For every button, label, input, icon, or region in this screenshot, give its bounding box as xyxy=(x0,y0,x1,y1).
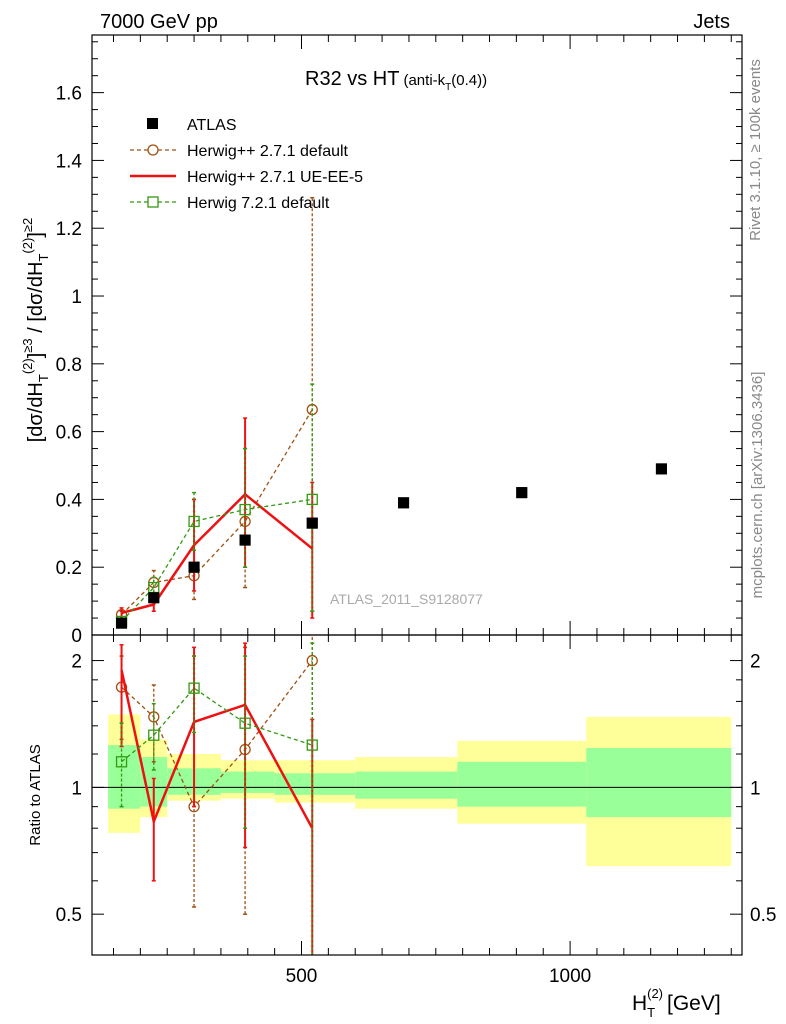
ratio-band-green-7 xyxy=(586,748,732,818)
data-point xyxy=(188,515,200,528)
atlas-data-point xyxy=(655,463,667,475)
main-ytick-label: 1.6 xyxy=(56,84,82,105)
ratio-point xyxy=(239,717,251,729)
ratio-band-green-4 xyxy=(274,773,356,795)
ratio-point xyxy=(148,711,160,723)
data-point xyxy=(306,493,318,506)
atlas-data-point xyxy=(188,561,200,573)
header-jets-label: Jets xyxy=(693,11,730,33)
plot-title: R32 vs HT (anti-kT(0.4)) xyxy=(305,68,487,93)
analysis-watermark: ATLAS_2011_S9128077 xyxy=(330,591,483,607)
ratio-point xyxy=(306,739,318,751)
main-ytick-label: 0.8 xyxy=(56,355,82,376)
ratio-series-line xyxy=(121,687,313,763)
ratio-band-green-3 xyxy=(220,771,275,793)
ratio-ytick-label: 0.5 xyxy=(56,905,82,926)
legend-label: ATLAS xyxy=(187,117,237,134)
legend-marker xyxy=(147,196,159,208)
ratio-series-dashed-open-square xyxy=(115,642,318,955)
legend-entry: Herwig++ 2.7.1 UE-EE-5 xyxy=(130,169,363,186)
ratio-band-green-0 xyxy=(108,745,141,809)
ratio-ytick-label: 2 xyxy=(71,652,82,673)
main-ytick-label: 0.6 xyxy=(56,423,82,444)
svg-text:R32 vs HT(anti-kT(0.4)): R32 vs HT (anti-kT(0.4)) xyxy=(305,68,487,93)
x-axis-label: HT(2) [GeV] xyxy=(632,986,721,1020)
legend-entry: Herwig 7.2.1 default xyxy=(130,195,330,212)
main-ytick-label: 1.2 xyxy=(56,219,82,240)
ratio-ytick-label-right: 1 xyxy=(750,778,761,799)
series-line xyxy=(121,498,313,622)
legend-entry: Herwig++ 2.7.1 default xyxy=(130,143,349,160)
ratio-point xyxy=(188,682,200,694)
legend-marker xyxy=(147,118,158,129)
main-ytick-label: 1.4 xyxy=(56,151,83,172)
data-point xyxy=(239,503,251,516)
atlas-data-point xyxy=(398,497,410,509)
series-line xyxy=(121,409,313,616)
ratio-ylabel: Ratio to ATLAS xyxy=(27,744,44,845)
series-dashed-circle xyxy=(115,196,318,621)
ratio-band-green-6 xyxy=(457,761,587,807)
atlas-data-point xyxy=(116,617,128,629)
ratio-ytick-label-right: 2 xyxy=(750,652,761,673)
atlas-data-point xyxy=(516,487,528,499)
atlas-data-point xyxy=(148,592,160,604)
main-ylabel: [dσ/dHT(2)]≥3 / [dσ/dHT(2)]≥2 xyxy=(20,218,51,443)
xtick-label: 1000 xyxy=(549,966,591,987)
main-ytick-label: 0 xyxy=(71,626,82,647)
svg-text:[dσ/dHT(2)]≥3 / [dσ/dHT(2)]≥2: [dσ/dHT(2)]≥3 / [dσ/dHT(2)]≥2 xyxy=(20,218,51,443)
legend-label: Herwig 7.2.1 default xyxy=(187,195,330,212)
ratio-ytick-label-right: 0.5 xyxy=(750,905,776,926)
xtick-label: 500 xyxy=(286,966,318,987)
atlas-data-point xyxy=(306,517,318,529)
ratio-frame xyxy=(91,634,743,956)
main-ytick-label: 1 xyxy=(71,287,82,308)
ratio-point xyxy=(148,729,160,741)
rivet-version-label: Rivet 3.1.10, ≥ 100k events xyxy=(747,59,764,241)
ratio-point xyxy=(115,756,128,768)
legend-label: Herwig++ 2.7.1 UE-EE-5 xyxy=(187,169,363,186)
ratio-band-green-5 xyxy=(355,771,458,799)
main-ytick-label: 0.4 xyxy=(56,490,83,511)
legend-marker xyxy=(147,144,159,156)
legend-label: Herwig++ 2.7.1 default xyxy=(187,143,349,160)
mcplots-label: mcplots.cern.ch [arXiv:1306.3436] xyxy=(749,372,766,599)
svg-text:HT(2)[GeV]: HT(2) [GeV] xyxy=(632,986,721,1020)
ratio-point xyxy=(306,654,318,667)
main-ytick-label: 0.2 xyxy=(56,558,82,579)
legend-entry: ATLAS xyxy=(147,117,237,134)
atlas-data-point xyxy=(239,534,251,546)
ratio-ytick-label: 1 xyxy=(71,778,82,799)
header-energy-label: 7000 GeV pp xyxy=(100,11,218,33)
